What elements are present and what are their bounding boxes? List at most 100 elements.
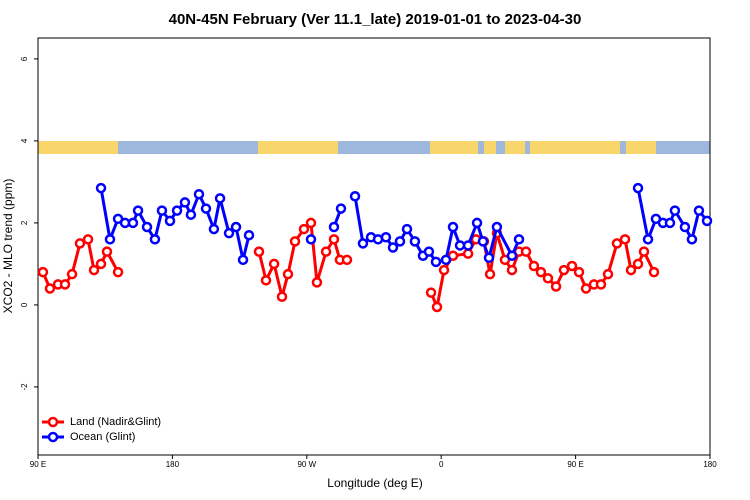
- data-point: [74, 238, 86, 249]
- x-axis-label: Longitude (deg E): [327, 476, 422, 490]
- data-point: [357, 238, 369, 249]
- data-point: [95, 258, 107, 270]
- legend-marker: [47, 416, 59, 428]
- y-tick-label: 2: [20, 220, 29, 225]
- data-point: [88, 264, 100, 276]
- x-tick-label: 180: [703, 460, 717, 469]
- legend-marker: [47, 431, 59, 443]
- y-axis-label: XCO2 - MLO trend (ppm): [1, 179, 15, 314]
- data-point: [409, 236, 421, 247]
- data-point: [208, 223, 220, 235]
- data-point: [638, 246, 650, 257]
- data-point: [642, 234, 654, 245]
- data-point: [542, 273, 554, 284]
- data-point: [149, 234, 161, 245]
- data-point: [580, 283, 592, 294]
- data-point: [328, 234, 340, 245]
- data-point: [282, 268, 294, 280]
- data-point: [214, 193, 226, 204]
- data-point: [44, 283, 56, 294]
- data-point: [179, 197, 191, 208]
- x-tick-label: 90 E: [567, 460, 583, 469]
- y-tick-label: 4: [20, 138, 29, 143]
- data-point: [447, 221, 459, 233]
- data-point: [164, 215, 176, 227]
- data-point: [693, 205, 705, 216]
- data-point: [380, 232, 392, 243]
- data-point: [127, 217, 139, 229]
- data-point: [506, 250, 518, 261]
- data-point: [423, 246, 435, 257]
- data-point: [223, 227, 235, 239]
- y-tick-label: -2: [20, 383, 29, 391]
- plot-frame: [37, 37, 711, 456]
- data-point: [320, 246, 332, 257]
- data-point: [104, 234, 116, 245]
- data-point: [602, 268, 614, 280]
- surface-strip: [38, 141, 710, 154]
- data-point: [632, 258, 644, 270]
- data-point: [491, 221, 503, 233]
- data-point: [595, 279, 607, 290]
- data-point: [200, 203, 212, 214]
- data-point: [305, 217, 317, 229]
- data-point: [132, 205, 144, 216]
- data-point: [471, 217, 483, 229]
- data-point: [625, 264, 637, 276]
- data-point: [230, 221, 242, 233]
- data-point: [141, 221, 153, 233]
- data-point: [528, 260, 540, 272]
- data-point: [243, 229, 255, 241]
- data-point: [349, 191, 361, 202]
- data-point: [566, 260, 578, 272]
- data-point: [341, 254, 353, 266]
- legend: Land (Nadir&Glint) Ocean (Glint): [42, 416, 161, 443]
- data-point: [305, 234, 317, 245]
- data-point: [298, 223, 310, 235]
- data-point: [550, 281, 562, 292]
- data-point: [535, 266, 547, 278]
- y-tick-label: 6: [20, 56, 29, 61]
- legend-label: Ocean (Glint): [70, 431, 135, 443]
- data-point: [101, 246, 113, 257]
- x-tick-label: 0: [439, 460, 444, 469]
- data-point: [440, 254, 452, 266]
- data-point: [82, 234, 94, 245]
- data-point: [401, 223, 413, 235]
- data-point: [701, 215, 713, 227]
- data-point: [438, 264, 450, 276]
- data-point: [573, 266, 585, 278]
- data-point: [328, 221, 340, 233]
- x-tick-label: 180: [166, 460, 180, 469]
- data-point: [260, 275, 272, 286]
- data-point: [193, 188, 205, 200]
- data-point: [648, 266, 660, 278]
- data-point: [558, 264, 570, 276]
- data-point: [462, 248, 474, 259]
- data-point: [520, 246, 532, 257]
- data-point: [513, 234, 525, 245]
- data-point: [611, 238, 623, 249]
- series-line: [41, 221, 656, 309]
- data-point: [425, 287, 437, 298]
- data-point: [669, 205, 681, 216]
- data-point: [462, 240, 474, 251]
- data-point: [185, 209, 197, 220]
- data-point: [95, 182, 107, 194]
- x-tick-label: 90 E: [30, 460, 46, 469]
- data-point: [506, 264, 518, 276]
- data-point: [483, 252, 495, 264]
- data-point: [311, 277, 323, 288]
- data-point: [394, 236, 406, 247]
- data-point: [454, 240, 466, 251]
- data-point: [156, 205, 168, 216]
- data-point: [686, 234, 698, 245]
- data-point: [484, 268, 496, 280]
- data-point: [430, 256, 442, 268]
- data-point: [171, 205, 183, 216]
- data-point: [59, 279, 71, 290]
- data-point: [276, 291, 288, 302]
- data-point: [289, 236, 301, 247]
- data-point: [632, 182, 644, 194]
